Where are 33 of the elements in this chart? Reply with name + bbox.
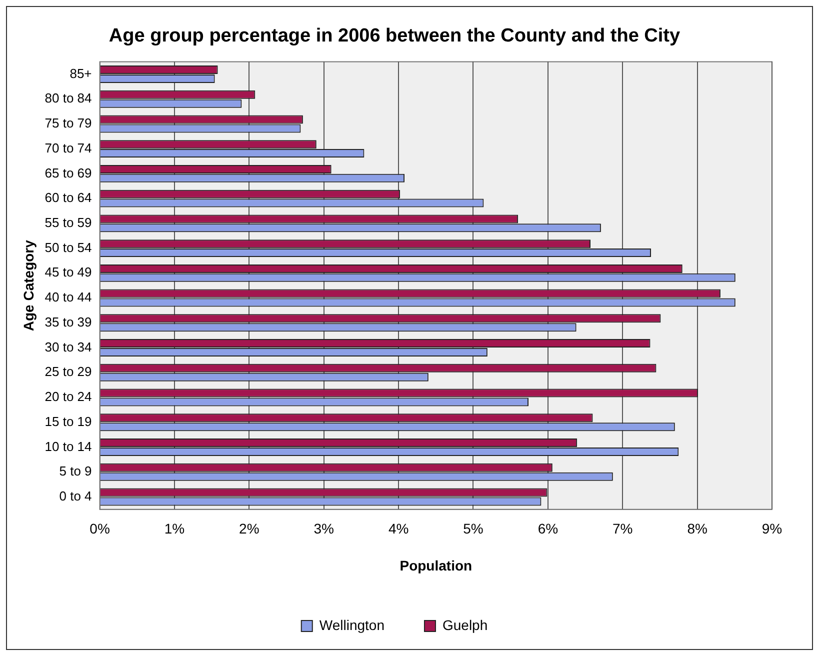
y-tick-label: 0 to 4 <box>59 488 92 504</box>
x-tick-label: 3% <box>314 520 334 537</box>
x-tick-label: 8% <box>687 520 708 537</box>
x-tick-label: 2% <box>239 520 260 537</box>
y-tick-label: 85+ <box>70 66 92 81</box>
y-tick-label: 45 to 49 <box>44 264 92 280</box>
y-tick-label: 70 to 74 <box>44 140 92 156</box>
y-tick-label: 35 to 39 <box>44 314 92 330</box>
y-tick-label: 60 to 64 <box>44 190 92 206</box>
x-tick-label: 1% <box>164 520 185 537</box>
y-tick-label: 30 to 34 <box>44 339 92 354</box>
y-tick-label: 25 to 29 <box>44 364 92 380</box>
y-tick-label: 40 to 44 <box>44 290 92 305</box>
x-tick-label: 0% <box>90 520 110 537</box>
x-axis-title: Population <box>400 557 472 574</box>
legend-label: Guelph <box>442 616 488 633</box>
x-tick-label: 5% <box>463 520 484 537</box>
legend-label: Wellington <box>319 616 384 633</box>
y-tick-label: 15 to 19 <box>44 414 92 429</box>
y-tick-label: 20 to 24 <box>44 389 92 404</box>
y-tick-label: 55 to 59 <box>44 215 92 230</box>
y-tick-label: 50 to 54 <box>44 240 92 255</box>
y-tick-label: 65 to 69 <box>44 165 92 180</box>
y-tick-label: 10 to 14 <box>44 438 92 454</box>
chart-title: Age group percentage in 2006 between the County and the City <box>108 26 681 47</box>
y-axis-title: Age Category <box>20 240 36 332</box>
x-tick-label: 6% <box>538 520 558 537</box>
x-tick-label: 9% <box>762 520 782 537</box>
y-tick-label: 80 to 84 <box>44 90 92 106</box>
y-tick-label: 75 to 79 <box>44 116 92 131</box>
x-tick-label: 7% <box>612 520 633 537</box>
x-tick-label: 4% <box>388 520 409 537</box>
y-tick-label: 5 to 9 <box>59 464 92 479</box>
